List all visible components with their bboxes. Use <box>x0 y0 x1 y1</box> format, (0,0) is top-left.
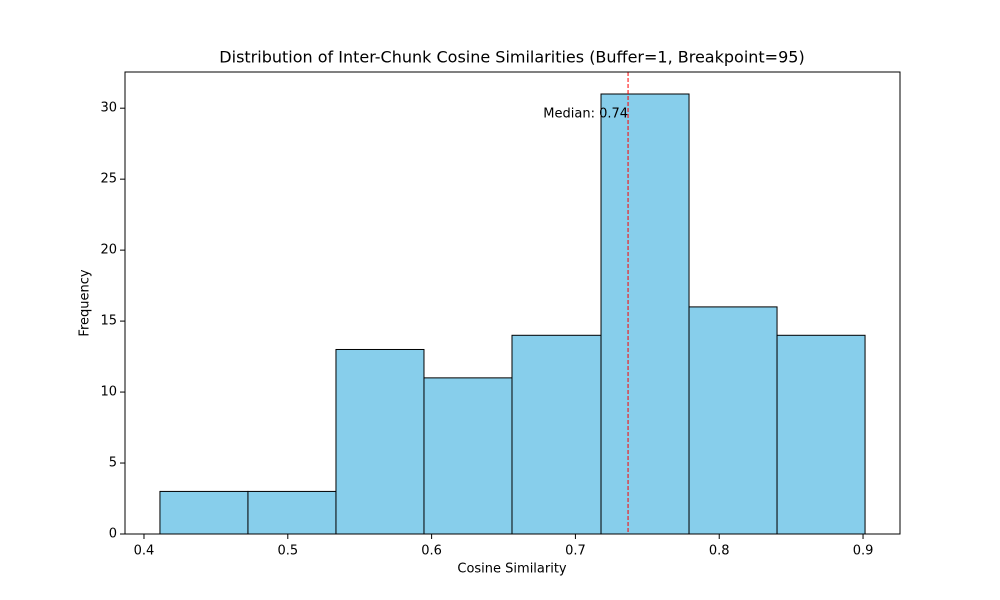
x-tick-label: 0.9 <box>853 544 874 559</box>
y-tick-label: 20 <box>100 243 117 258</box>
plot-frame <box>124 71 901 535</box>
y-tick-label: 0 <box>109 527 117 542</box>
x-axis-label: Cosine Similarity <box>457 562 567 577</box>
bar <box>511 334 602 535</box>
x-tick-label: 0.6 <box>421 544 442 559</box>
bar <box>335 348 425 535</box>
chart-title: Distribution of Inter-Chunk Cosine Simil… <box>219 48 804 67</box>
y-tick-label: 30 <box>100 101 117 116</box>
bar <box>423 377 513 535</box>
bar <box>159 490 249 535</box>
median-label: Median: 0.74 <box>543 107 628 122</box>
x-tick-label: 0.4 <box>134 544 155 559</box>
x-tick-label: 0.5 <box>277 544 298 559</box>
y-axis-label: Frequency <box>78 269 93 336</box>
y-tick-label: 15 <box>100 314 117 329</box>
x-tick-label: 0.8 <box>709 544 730 559</box>
bar <box>247 490 337 535</box>
x-tick-label: 0.7 <box>565 544 586 559</box>
y-tick-label: 10 <box>100 385 117 400</box>
bar <box>600 93 690 535</box>
bar <box>688 306 778 535</box>
y-tick-label: 25 <box>100 172 117 187</box>
y-tick-label: 5 <box>109 456 117 471</box>
bar <box>776 334 866 535</box>
